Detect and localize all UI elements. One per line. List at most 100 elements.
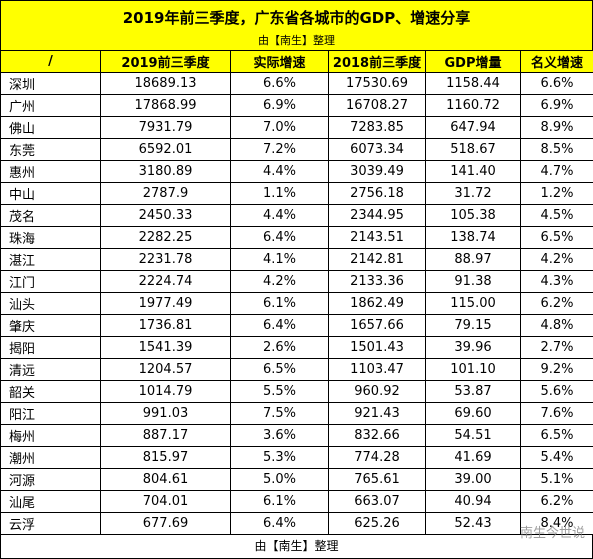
city-cell: 惠州	[0, 160, 101, 183]
cell: 8.4%	[520, 512, 593, 535]
cell: 887.17	[100, 424, 231, 447]
cell: 5.5%	[230, 380, 329, 403]
cell: 54.51	[425, 424, 521, 447]
cell: 7.2%	[230, 138, 329, 161]
cell: 7.5%	[230, 402, 329, 425]
row: 河源 804.61 5.0% 765.61 39.00 5.1%	[0, 468, 593, 491]
cell: 18689.13	[100, 72, 231, 95]
city-cell: 湛江	[0, 248, 101, 271]
cell: 2133.36	[328, 270, 426, 293]
row: 揭阳 1541.39 2.6% 1501.43 39.96 2.7%	[0, 336, 593, 359]
subtitle: 由【南生】整理	[258, 34, 335, 47]
cell: 4.4%	[230, 160, 329, 183]
cell: 518.67	[425, 138, 521, 161]
cell: 804.61	[100, 468, 231, 491]
column-header: /	[0, 50, 101, 73]
cell: 4.2%	[230, 270, 329, 293]
cell: 2282.25	[100, 226, 231, 249]
cell: 3.6%	[230, 424, 329, 447]
city-cell: 河源	[0, 468, 101, 491]
cell: 6.4%	[230, 226, 329, 249]
city-cell: 江门	[0, 270, 101, 293]
city-cell: 清远	[0, 358, 101, 381]
cell: 8.9%	[520, 116, 593, 139]
cell: 6.2%	[520, 292, 593, 315]
cell: 3180.89	[100, 160, 231, 183]
cell: 625.26	[328, 512, 426, 535]
city-cell: 深圳	[0, 72, 101, 95]
cell: 1736.81	[100, 314, 231, 337]
cell: 17868.99	[100, 94, 231, 117]
row: 清远 1204.57 6.5% 1103.47 101.10 9.2%	[0, 358, 593, 381]
cell: 39.00	[425, 468, 521, 491]
city-cell: 揭阳	[0, 336, 101, 359]
cell: 960.92	[328, 380, 426, 403]
cell: 6.5%	[520, 226, 593, 249]
cell: 1501.43	[328, 336, 426, 359]
row: 肇庆 1736.81 6.4% 1657.66 79.15 4.8%	[0, 314, 593, 337]
column-header: GDP增量	[425, 50, 521, 73]
cell: 1977.49	[100, 292, 231, 315]
cell: 5.3%	[230, 446, 329, 469]
cell: 4.2%	[520, 248, 593, 271]
cell: 1103.47	[328, 358, 426, 381]
cell: 1657.66	[328, 314, 426, 337]
cell: 40.94	[425, 490, 521, 513]
cell: 2344.95	[328, 204, 426, 227]
cell: 41.69	[425, 446, 521, 469]
cell: 4.4%	[230, 204, 329, 227]
row: 深圳 18689.13 6.6% 17530.69 1158.44 6.6%	[0, 72, 593, 95]
cell: 6.1%	[230, 490, 329, 513]
cell: 663.07	[328, 490, 426, 513]
city-cell: 云浮	[0, 512, 101, 535]
cell: 5.1%	[520, 468, 593, 491]
column-header: 实际增速	[230, 50, 329, 73]
cell: 6.4%	[230, 512, 329, 535]
cell: 9.2%	[520, 358, 593, 381]
cell: 921.43	[328, 402, 426, 425]
cell: 3039.49	[328, 160, 426, 183]
cell: 52.43	[425, 512, 521, 535]
city-cell: 中山	[0, 182, 101, 205]
row: 中山 2787.9 1.1% 2756.18 31.72 1.2%	[0, 182, 593, 205]
cell: 647.94	[425, 116, 521, 139]
column-header: 2019前三季度	[100, 50, 231, 73]
cell: 1.1%	[230, 182, 329, 205]
cell: 4.3%	[520, 270, 593, 293]
city-cell: 汕头	[0, 292, 101, 315]
cell: 991.03	[100, 402, 231, 425]
row: 梅州 887.17 3.6% 832.66 54.51 6.5%	[0, 424, 593, 447]
cell: 101.10	[425, 358, 521, 381]
city-cell: 茂名	[0, 204, 101, 227]
city-cell: 珠海	[0, 226, 101, 249]
cell: 1541.39	[100, 336, 231, 359]
cell: 7.6%	[520, 402, 593, 425]
cell: 7283.85	[328, 116, 426, 139]
row: 汕尾 704.01 6.1% 663.07 40.94 6.2%	[0, 490, 593, 513]
cell: 7.0%	[230, 116, 329, 139]
cell: 2142.81	[328, 248, 426, 271]
column-header: 名义增速	[520, 50, 593, 73]
cell: 91.38	[425, 270, 521, 293]
cell: 1160.72	[425, 94, 521, 117]
cell: 31.72	[425, 182, 521, 205]
cell: 7931.79	[100, 116, 231, 139]
row: 江门 2224.74 4.2% 2133.36 91.38 4.3%	[0, 270, 593, 293]
title-block: 2019年前三季度，广东省各城市的GDP、增速分享 由【南生】整理	[0, 0, 593, 50]
cell: 2224.74	[100, 270, 231, 293]
city-cell: 肇庆	[0, 314, 101, 337]
row: 阳江 991.03 7.5% 921.43 69.60 7.6%	[0, 402, 593, 425]
row: 珠海 2282.25 6.4% 2143.51 138.74 6.5%	[0, 226, 593, 249]
cell: 6073.34	[328, 138, 426, 161]
cell: 16708.27	[328, 94, 426, 117]
row: 潮州 815.97 5.3% 774.28 41.69 5.4%	[0, 446, 593, 469]
cell: 6.9%	[230, 94, 329, 117]
cell: 5.4%	[520, 446, 593, 469]
cell: 774.28	[328, 446, 426, 469]
cell: 2.7%	[520, 336, 593, 359]
cell: 39.96	[425, 336, 521, 359]
cell: 6.5%	[230, 358, 329, 381]
row: 韶关 1014.79 5.5% 960.92 53.87 5.6%	[0, 380, 593, 403]
row: 云浮 677.69 6.4% 625.26 52.43 8.4%	[0, 512, 593, 535]
